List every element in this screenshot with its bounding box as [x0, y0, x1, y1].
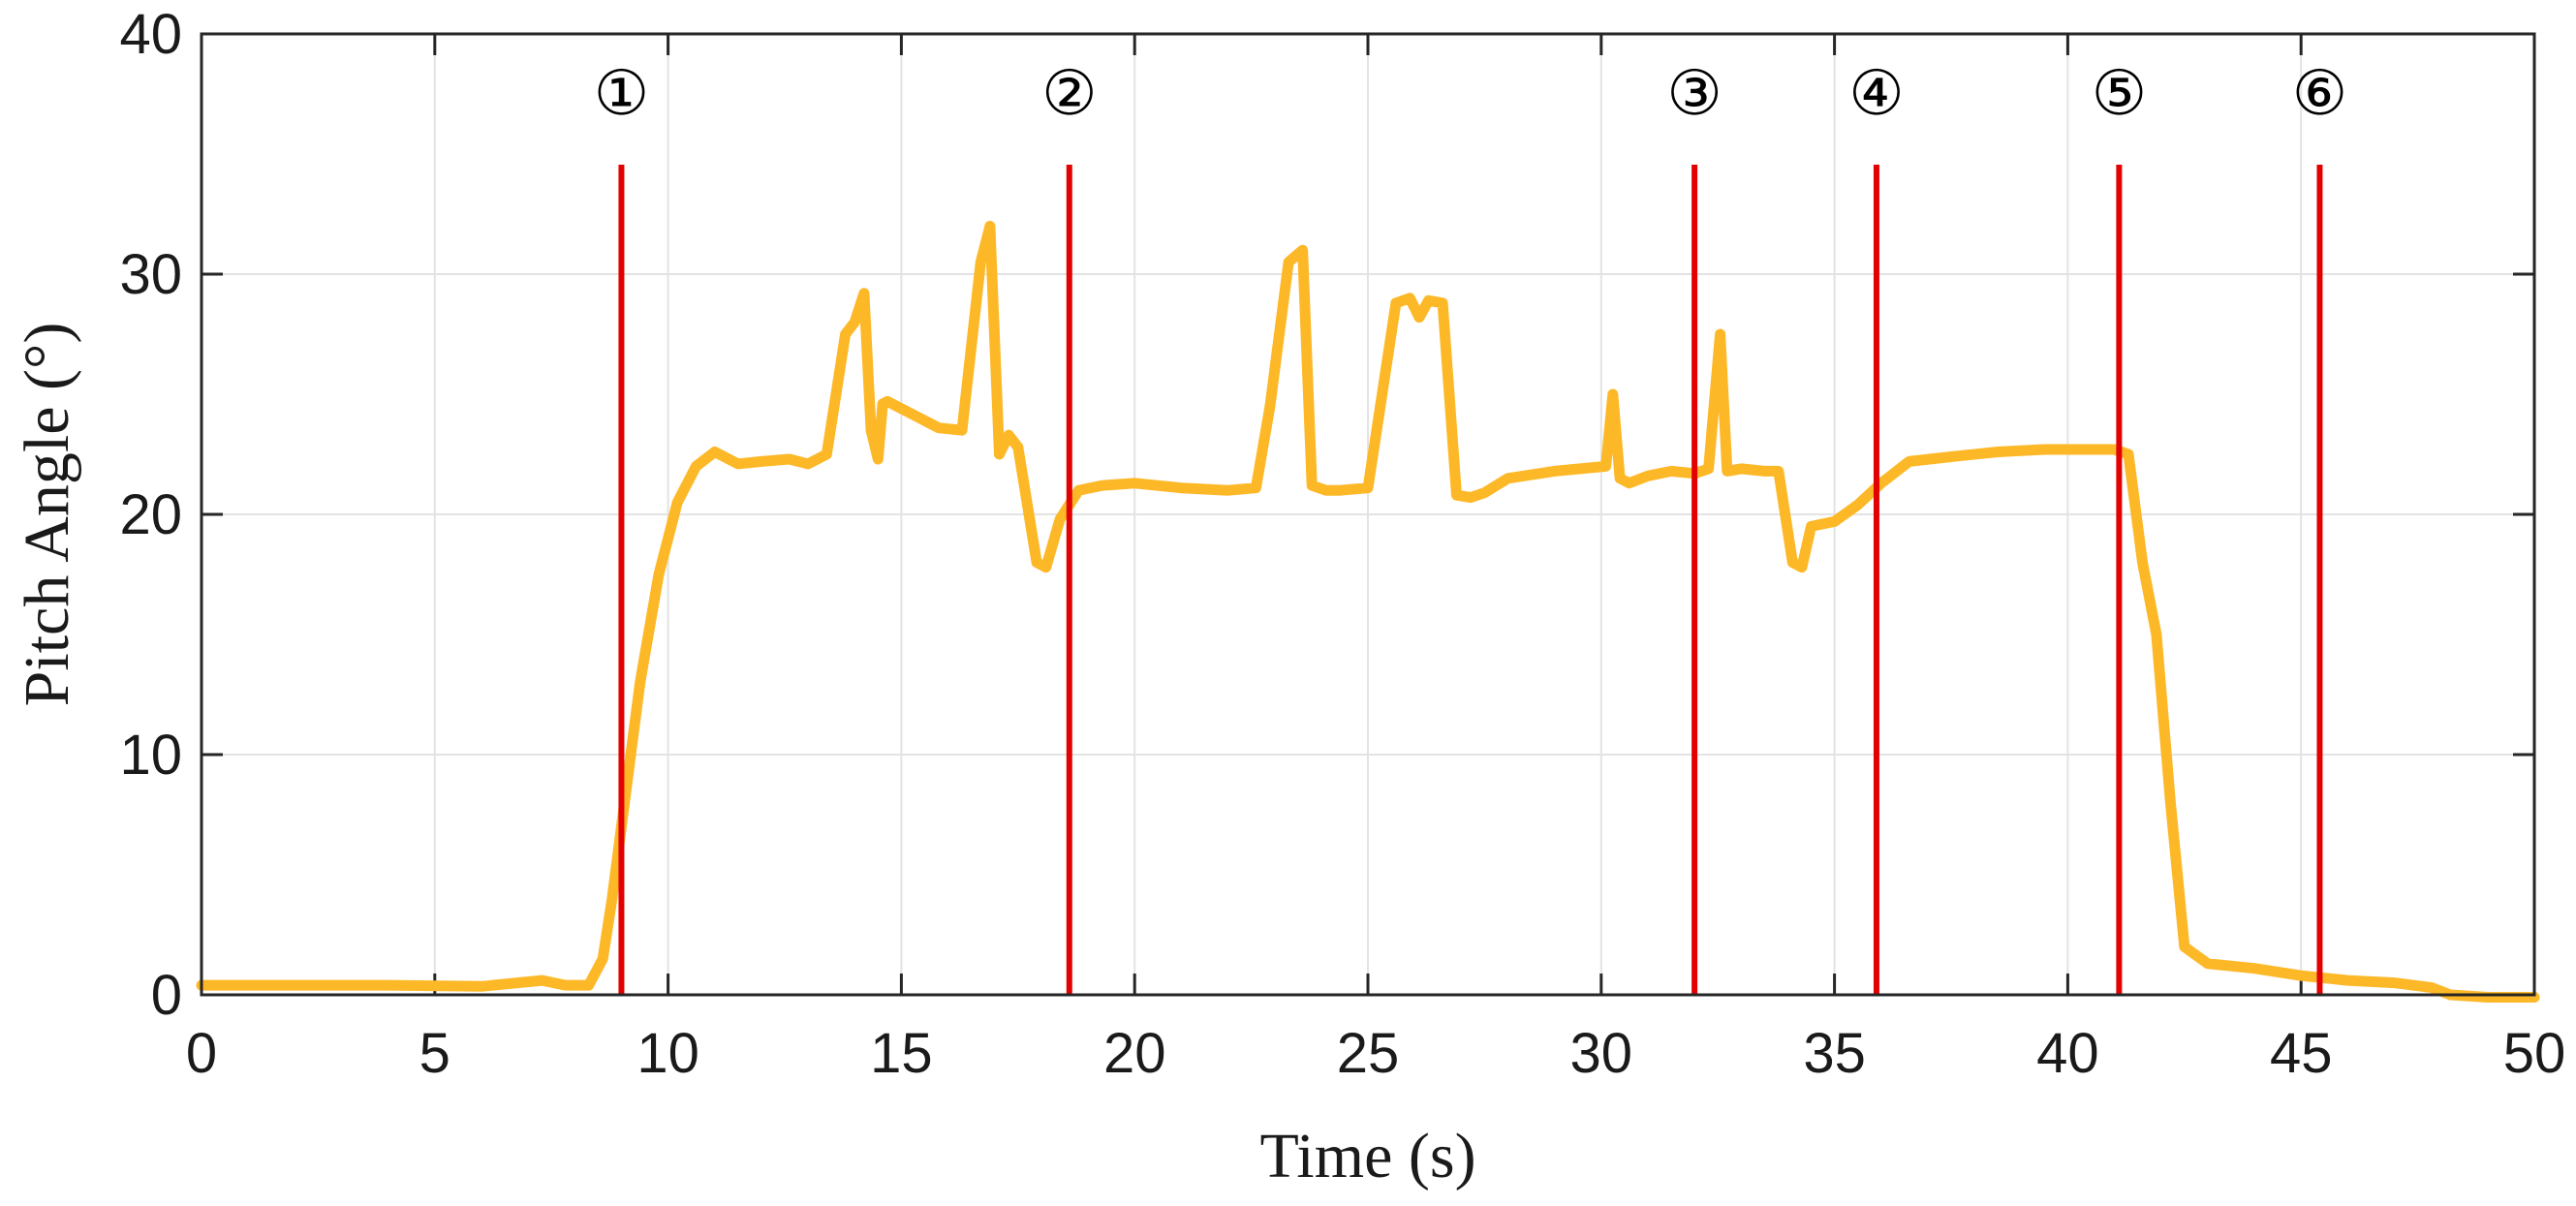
y-axis-label: Pitch Angle (°): [12, 323, 82, 707]
x-tick-label: 50: [2503, 1022, 2566, 1085]
x-tick-label: 25: [1337, 1022, 1400, 1085]
x-tick-label: 10: [636, 1022, 699, 1085]
pitch-angle-line: [196, 220, 2540, 1003]
event-markers: ① ② ③ ④ ⑤ ⑥: [594, 58, 2347, 995]
x-tick-label: 35: [1803, 1022, 1866, 1085]
x-tick-label: 45: [2270, 1022, 2333, 1085]
y-tick-label: 40: [119, 3, 182, 66]
x-axis-label: Time (s): [1259, 1121, 1475, 1191]
x-tick-label: 15: [870, 1022, 933, 1085]
y-tick-label: 20: [119, 483, 182, 546]
event-marker-label: ⑥: [2292, 58, 2347, 130]
y-tick-label: 10: [119, 724, 182, 787]
series-group: [196, 220, 2540, 1003]
tick-labels: 0 5 10 15 20 25 30 35 40 45 50 0 10 20 30 40: [119, 3, 2565, 1085]
y-tick-label: 0: [151, 964, 182, 1027]
y-tick-label: 30: [119, 243, 182, 306]
event-marker-label: ②: [1041, 58, 1097, 130]
event-marker-label: ⑤: [2092, 58, 2147, 130]
x-tick-label: 5: [419, 1022, 450, 1085]
event-marker-label: ④: [1848, 58, 1904, 130]
x-tick-label: 30: [1570, 1022, 1633, 1085]
event-marker-label: ③: [1666, 58, 1722, 130]
event-marker-label: ①: [594, 58, 649, 130]
plot-frame: [200, 32, 2536, 997]
x-tick-label: 20: [1103, 1022, 1166, 1085]
grid-lines: [202, 34, 2534, 995]
x-tick-label: 0: [186, 1022, 217, 1085]
x-tick-label: 40: [2036, 1022, 2099, 1085]
